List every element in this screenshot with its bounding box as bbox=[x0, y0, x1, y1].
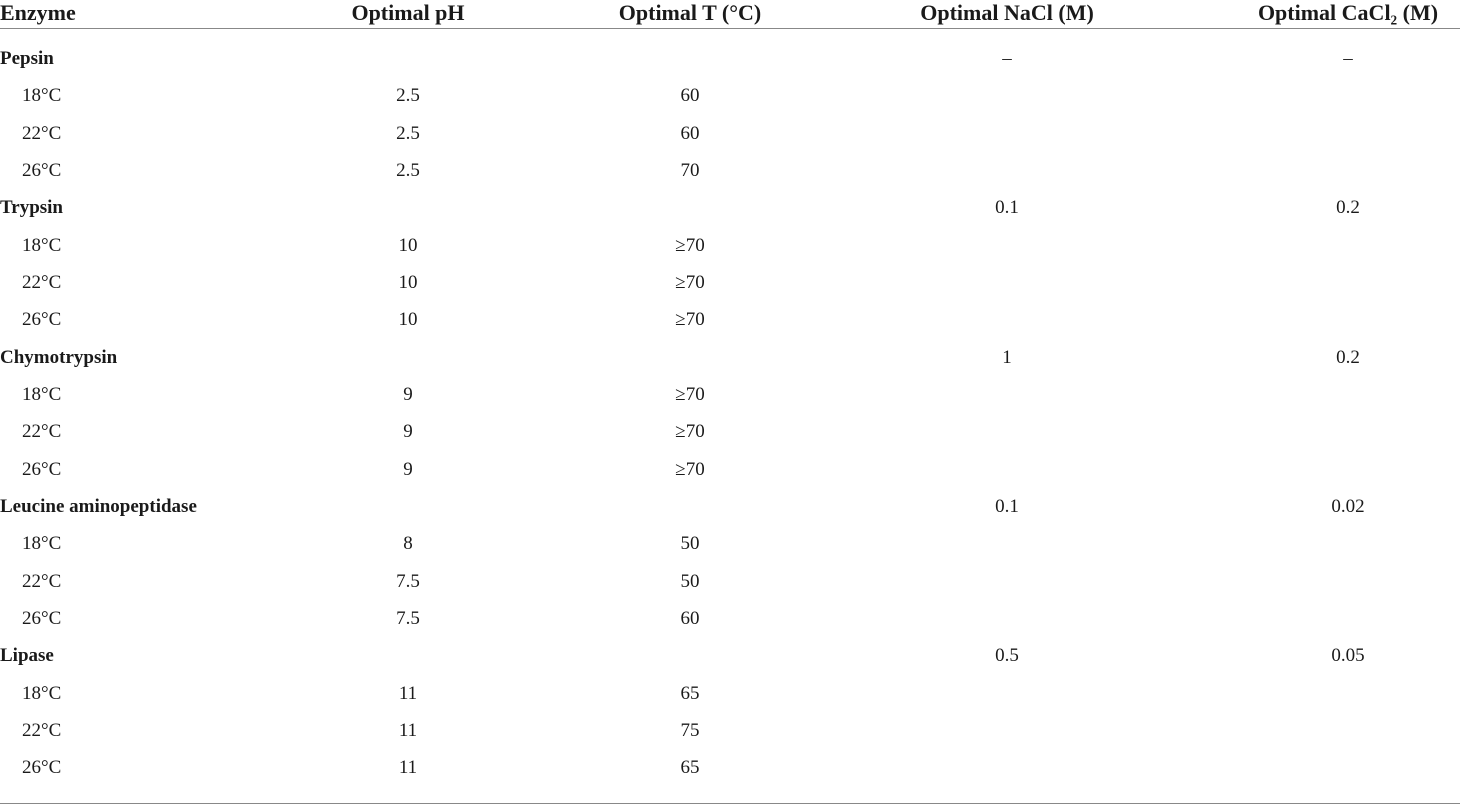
ph-value: 11 bbox=[398, 757, 418, 779]
temperature: 18°C bbox=[22, 533, 62, 555]
column-header: Optimal NaCl (M) bbox=[920, 0, 1094, 25]
group-name: Trypsin bbox=[0, 197, 64, 219]
t-value: 50 bbox=[680, 570, 700, 592]
t-value: 60 bbox=[680, 607, 700, 629]
ph-value: 7.5 bbox=[396, 570, 420, 592]
cacl2-value: 0.2 bbox=[1336, 346, 1360, 368]
cacl2-value: – bbox=[1343, 48, 1353, 69]
cacl2-value: 0.2 bbox=[1336, 197, 1360, 219]
t-value: ≥70 bbox=[675, 234, 705, 256]
temperature: 26°C bbox=[22, 159, 62, 181]
column-header: Optimal CaCl₂ (M) bbox=[1257, 0, 1439, 25]
ph-value: 2.5 bbox=[396, 159, 420, 181]
group-name: Lipase bbox=[0, 645, 54, 667]
t-value: 65 bbox=[680, 682, 700, 704]
t-value: ≥70 bbox=[675, 421, 705, 443]
nacl-value: 0.1 bbox=[995, 197, 1019, 219]
temperature: 26°C bbox=[22, 607, 62, 629]
temperature: 22°C bbox=[22, 421, 62, 443]
column-header: Enzyme bbox=[0, 0, 76, 25]
t-value: ≥70 bbox=[675, 458, 705, 480]
temperature: 26°C bbox=[22, 309, 62, 331]
ph-value: 9 bbox=[403, 458, 413, 480]
ph-value: 2.5 bbox=[396, 85, 420, 107]
ph-value: 8 bbox=[403, 533, 413, 555]
t-value: ≥70 bbox=[675, 309, 705, 331]
temperature: 18°C bbox=[22, 383, 62, 405]
t-value: 70 bbox=[680, 159, 700, 181]
group-name: Pepsin bbox=[0, 48, 54, 69]
group-name: Leucine aminopeptidase bbox=[0, 495, 197, 517]
t-value: 75 bbox=[680, 719, 700, 741]
header-rule bbox=[0, 28, 1460, 29]
ph-value: 10 bbox=[398, 234, 418, 256]
t-value: ≥70 bbox=[675, 271, 705, 293]
ph-value: 2.5 bbox=[396, 122, 420, 144]
t-value: 60 bbox=[680, 122, 700, 144]
group-name: Chymotrypsin bbox=[0, 346, 118, 368]
temperature: 26°C bbox=[22, 458, 62, 480]
temperature: 18°C bbox=[22, 85, 62, 107]
nacl-value: 0.5 bbox=[995, 645, 1019, 667]
ph-value: 11 bbox=[398, 719, 418, 741]
ph-value: 9 bbox=[403, 383, 413, 405]
bottom-rule bbox=[0, 803, 1460, 804]
temperature: 22°C bbox=[22, 271, 62, 293]
nacl-value: 0.1 bbox=[995, 495, 1019, 517]
t-value: 65 bbox=[680, 757, 700, 779]
temperature: 22°C bbox=[22, 570, 62, 592]
t-value: ≥70 bbox=[675, 383, 705, 405]
t-value: 50 bbox=[680, 533, 700, 555]
t-value: 60 bbox=[680, 85, 700, 107]
cacl2-value: 0.05 bbox=[1331, 645, 1365, 667]
ph-value: 7.5 bbox=[396, 607, 420, 629]
column-header: Optimal T (°C) bbox=[618, 0, 762, 25]
nacl-value: 1 bbox=[1002, 346, 1012, 368]
cacl2-value: 0.02 bbox=[1331, 495, 1365, 517]
temperature: 18°C bbox=[22, 234, 62, 256]
nacl-value: – bbox=[1002, 48, 1012, 69]
temperature: 22°C bbox=[22, 122, 62, 144]
column-header: Optimal pH bbox=[351, 0, 465, 25]
temperature: 18°C bbox=[22, 682, 62, 704]
ph-value: 10 bbox=[398, 271, 418, 293]
ph-value: 11 bbox=[398, 682, 418, 704]
temperature: 22°C bbox=[22, 719, 62, 741]
temperature: 26°C bbox=[22, 757, 62, 779]
ph-value: 10 bbox=[398, 309, 418, 331]
ph-value: 9 bbox=[403, 421, 413, 443]
